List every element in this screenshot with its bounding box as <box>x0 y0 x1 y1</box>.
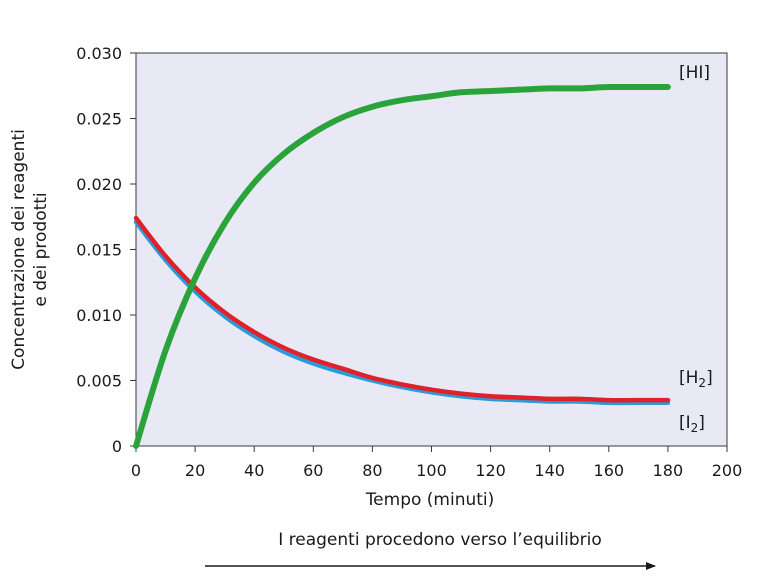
y-tick-label: 0.010 <box>76 306 122 325</box>
y-axis-title-line-2: e dei prodotti <box>31 192 51 306</box>
x-tick-label: 200 <box>712 461 743 480</box>
x-tick-label: 40 <box>244 461 264 480</box>
progress-caption: I reagenti procedono verso l’equilibrio <box>278 530 602 550</box>
y-tick-label: 0.025 <box>76 110 122 129</box>
series-line-i2 <box>133 219 671 406</box>
y-axis-title-line-1: Concentrazione dei reagenti <box>9 129 29 370</box>
x-tick-label: 0 <box>131 461 141 480</box>
x-tick-label: 80 <box>362 461 382 480</box>
y-tick-label: 0.030 <box>76 44 122 63</box>
series-line-hi <box>133 83 671 449</box>
y-tick-label: 0.020 <box>76 175 122 194</box>
x-tick-label: 120 <box>475 461 506 480</box>
series-lines <box>133 83 671 449</box>
series-line-h2 <box>133 215 671 403</box>
x-tick-label: 100 <box>416 461 447 480</box>
series-label-i2: [I2] <box>679 413 705 435</box>
y-tick-label: 0.015 <box>76 241 122 260</box>
x-tick-label: 140 <box>534 461 565 480</box>
x-axis-title: Tempo (minuti) <box>365 490 495 510</box>
x-tick-label: 20 <box>185 461 205 480</box>
x-tick-label: 60 <box>303 461 323 480</box>
x-tick-label: 160 <box>594 461 625 480</box>
plot-area <box>135 52 728 447</box>
series-label-h2: [H2] <box>679 368 713 390</box>
x-axis-ticks: 0 20 40 60 80 100 120 140 160 180 200 <box>131 446 742 480</box>
x-tick-label: 180 <box>653 461 684 480</box>
series-label-hi: [HI] <box>679 63 710 83</box>
y-tick-label: 0.005 <box>76 372 122 391</box>
series-labels: [HI] [H2] [I2] <box>679 63 713 435</box>
y-axis-ticks: 0 0.005 0.010 0.015 0.020 0.025 0.030 <box>76 44 136 456</box>
y-tick-label: 0 <box>112 437 122 456</box>
